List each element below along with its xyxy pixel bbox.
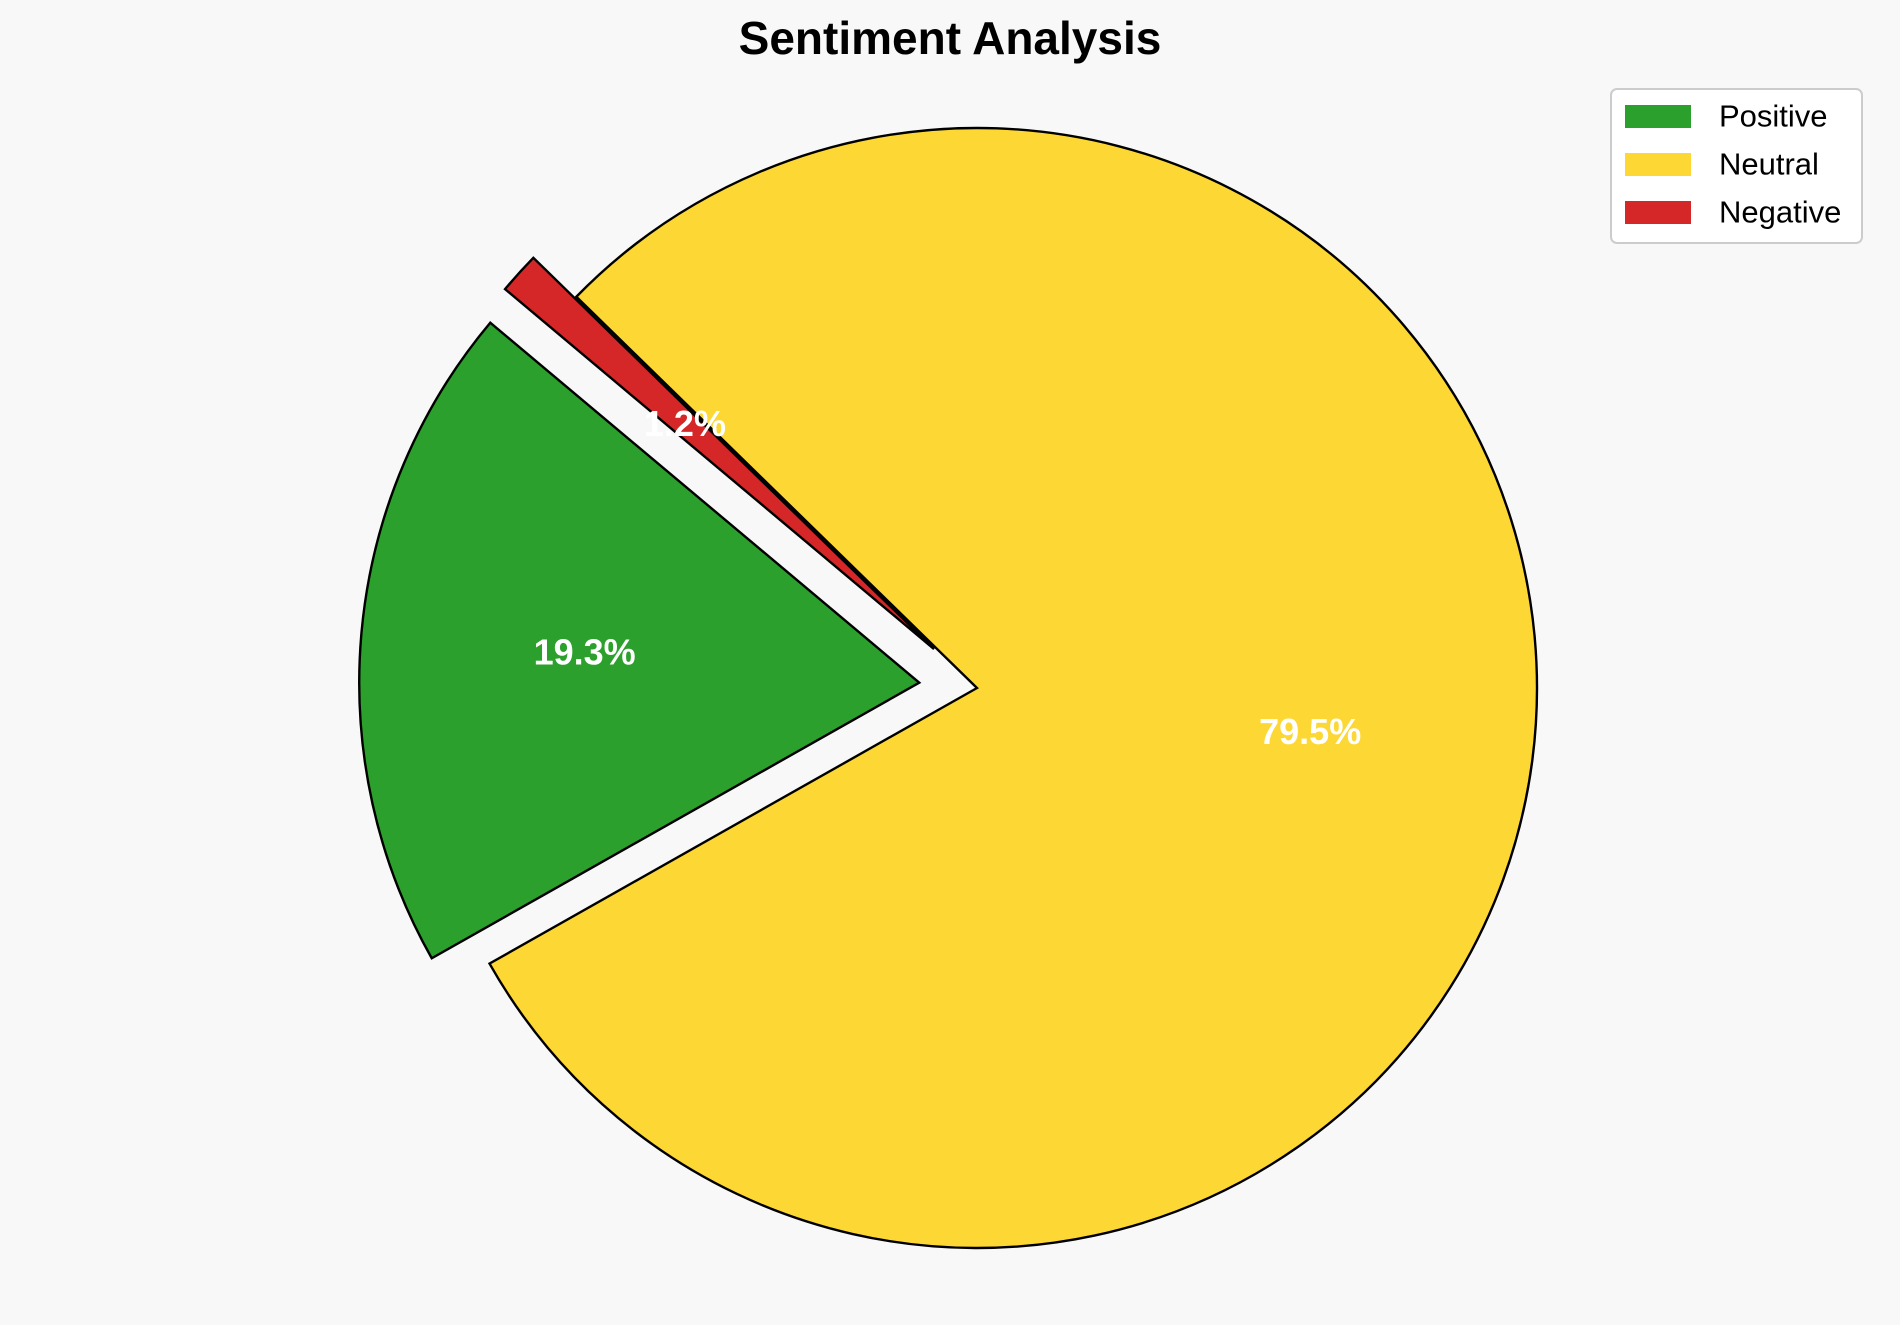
- pie-label-positive: 19.3%: [534, 631, 636, 672]
- pie-slice-positive: [358, 321, 922, 960]
- legend-swatch-negative: [1625, 201, 1691, 224]
- chart-title: Sentiment Analysis: [739, 12, 1162, 64]
- legend-label-neutral: Neutral: [1719, 147, 1819, 182]
- pie-label-negative: 1.2%: [644, 403, 726, 444]
- pie-slice-negative: [503, 256, 935, 650]
- pie-slice-neutral: [487, 126, 1539, 1250]
- pie-value-labels: 19.3% 79.5% 1.2%: [534, 403, 1362, 752]
- pie-slices: [358, 126, 1539, 1250]
- legend-label-positive: Positive: [1719, 99, 1828, 134]
- legend-swatch-neutral: [1625, 153, 1691, 176]
- legend-label-negative: Negative: [1719, 195, 1841, 230]
- pie-label-neutral: 79.5%: [1259, 711, 1361, 752]
- legend-swatch-positive: [1625, 105, 1691, 128]
- legend: Positive Neutral Negative: [1610, 88, 1863, 244]
